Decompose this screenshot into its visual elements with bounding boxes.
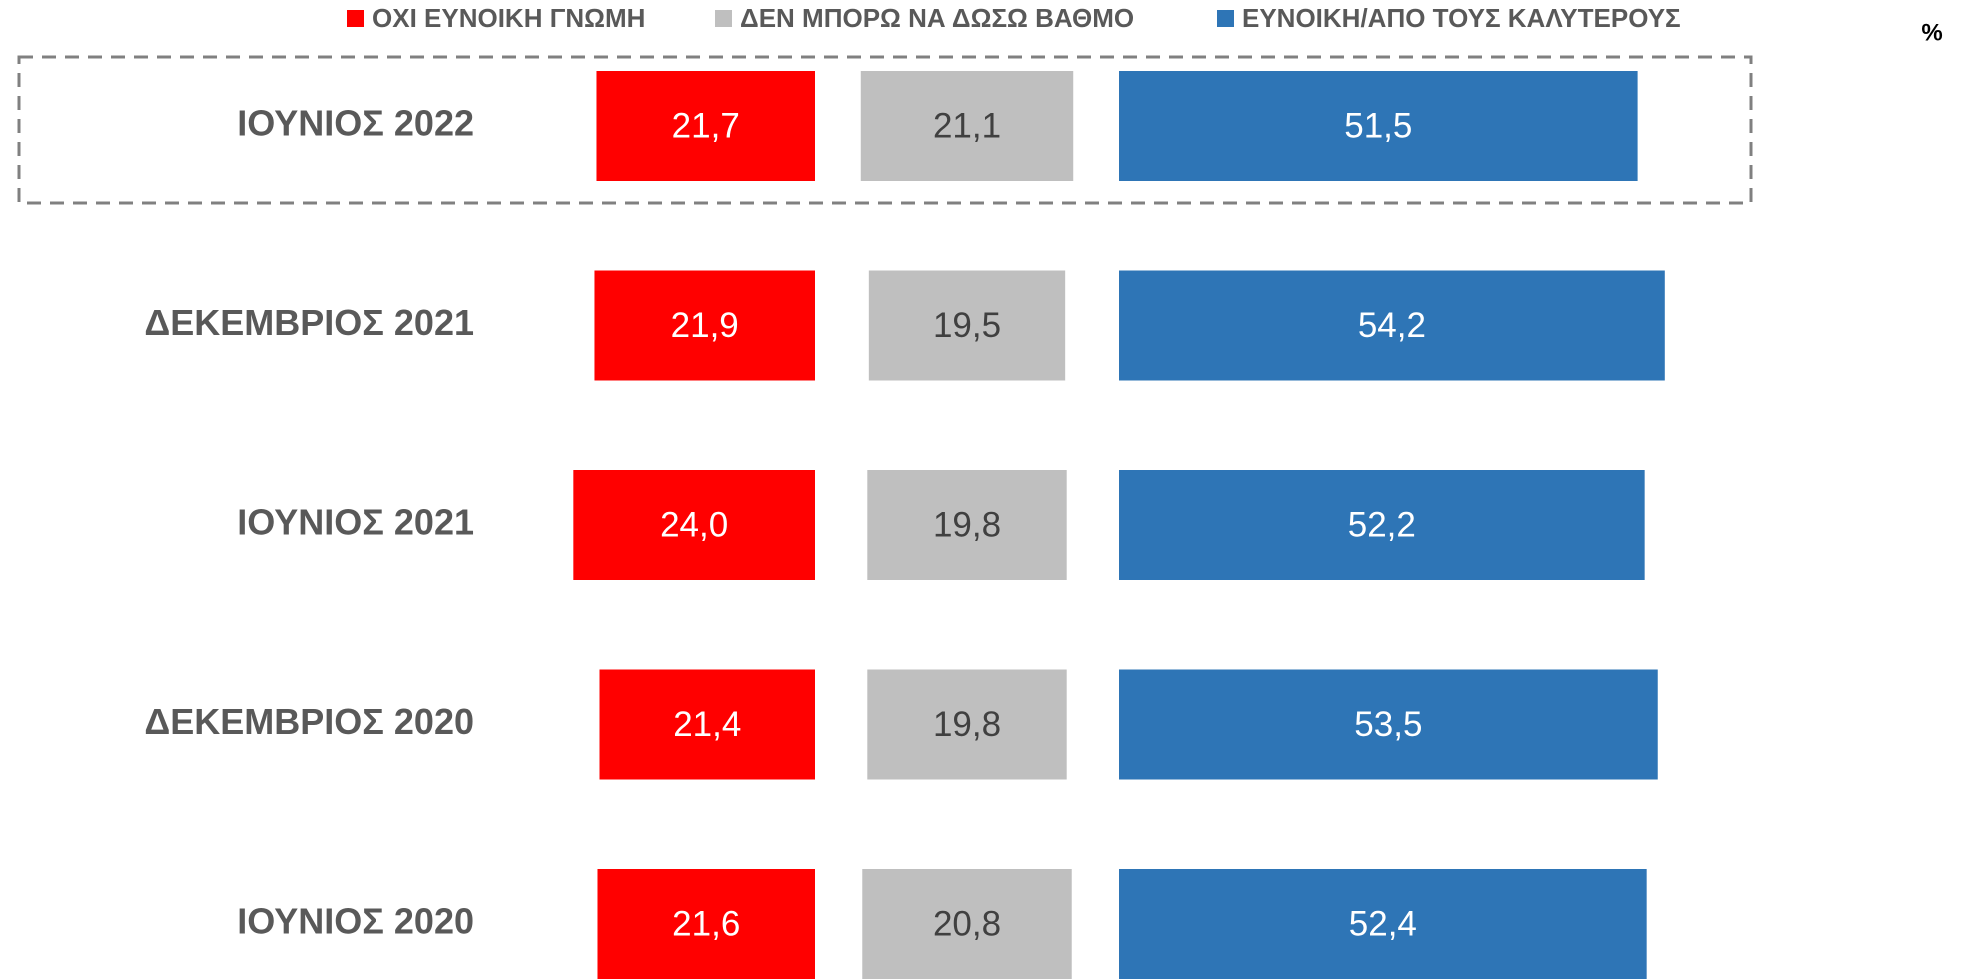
- highlight-box: [17, 55, 1753, 205]
- legend-label: ΕΥΝΟΙΚΗ/ΑΠΟ ΤΟΥΣ ΚΑΛΥΤΕΡΟΥΣ: [1242, 3, 1681, 33]
- value-label: 52,4: [1349, 904, 1417, 943]
- value-label: 24,0: [660, 505, 728, 544]
- value-label: 51,5: [1344, 106, 1412, 145]
- value-label: 54,2: [1358, 306, 1426, 345]
- value-label: 21,9: [671, 306, 739, 345]
- bar: [867, 470, 1067, 580]
- bar: [868, 270, 1066, 381]
- category-label: ΙΟΥΝΙΟΣ 2021: [237, 502, 474, 543]
- value-label: 19,5: [933, 306, 1001, 345]
- category-label: ΙΟΥΝΙΟΣ 2022: [237, 103, 474, 144]
- category-label: ΙΟΥΝΙΟΣ 2020: [237, 901, 474, 942]
- value-label: 52,2: [1348, 505, 1416, 544]
- legend-swatch: [1217, 10, 1234, 27]
- bar: [597, 869, 815, 979]
- value-label: 21,1: [933, 106, 1001, 145]
- value-label: 53,5: [1354, 705, 1422, 744]
- bar: [862, 869, 1072, 979]
- value-label: 21,4: [673, 705, 741, 744]
- value-label: 21,6: [672, 904, 740, 943]
- legend-swatch: [347, 10, 364, 27]
- legend-swatch: [715, 10, 732, 27]
- bar: [599, 669, 815, 780]
- bar: [1119, 270, 1665, 381]
- bar: [594, 270, 815, 381]
- category-label: ΔΕΚΕΜΒΡΙΟΣ 2021: [144, 302, 474, 343]
- bar: [860, 71, 1074, 181]
- unit-label: %: [1921, 19, 1942, 46]
- legend-label: ΔΕΝ ΜΠΟΡΩ ΝΑ ΔΩΣΩ ΒΑΘΜΟ: [740, 3, 1134, 33]
- legend-label: ΟΧΙ ΕΥΝΟΙΚΗ ΓΝΩΜΗ: [372, 3, 645, 33]
- bar: [1119, 669, 1658, 780]
- bar: [1119, 71, 1638, 181]
- bar: [1119, 470, 1645, 580]
- bar: [596, 71, 815, 181]
- value-label: 20,8: [933, 904, 1001, 943]
- bar: [867, 669, 1067, 780]
- category-label: ΔΕΚΕΜΒΡΙΟΣ 2020: [144, 701, 474, 742]
- value-label: 19,8: [933, 705, 1001, 744]
- bar: [1119, 869, 1647, 979]
- value-label: 19,8: [933, 505, 1001, 544]
- bar: [573, 470, 815, 580]
- value-label: 21,7: [672, 106, 740, 145]
